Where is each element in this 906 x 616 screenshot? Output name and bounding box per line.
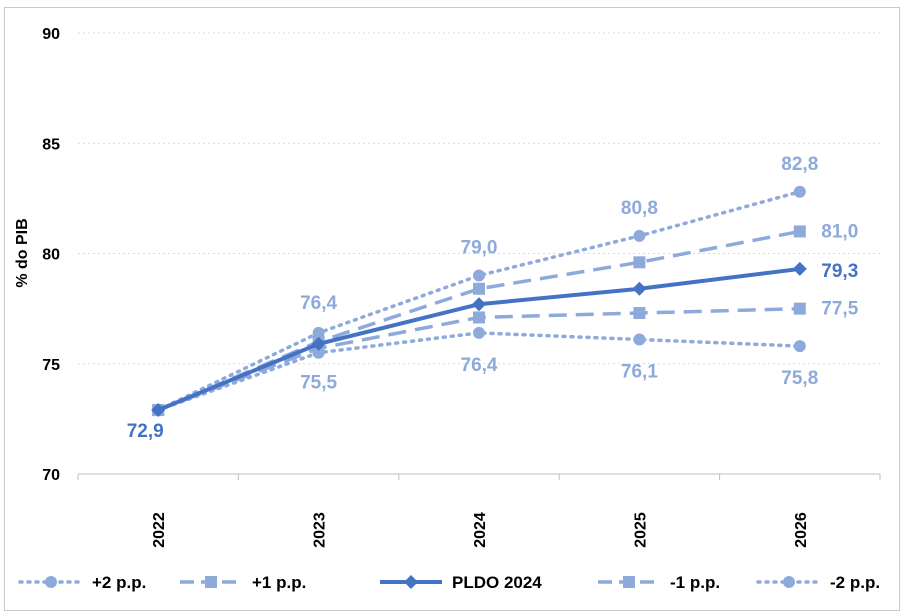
legend-marker	[404, 575, 418, 589]
y-tick-label: 75	[42, 357, 60, 374]
series-line-2-p-p	[156, 190, 802, 412]
x-tick-label: 2024	[472, 512, 489, 548]
legend-marker	[205, 576, 217, 588]
y-tick-label: 85	[42, 136, 60, 153]
series-point-2-p-p	[473, 269, 485, 282]
x-tick-label: 2023	[312, 512, 329, 548]
legend-label: -2 p.p.	[830, 573, 880, 592]
y-axis-label: % do PIB	[14, 218, 31, 287]
data-label: 77,5	[821, 299, 858, 320]
legend-marker	[623, 576, 635, 588]
series-point-1-p-p	[473, 311, 485, 324]
y-tick-label: 70	[42, 467, 60, 484]
series-point-pldo-2024	[632, 281, 647, 296]
legend-marker	[45, 576, 57, 588]
legend-marker	[783, 576, 795, 588]
series-point-2-p-p	[633, 229, 646, 242]
data-label: 80,8	[621, 198, 658, 219]
series-point-1-p-p	[793, 225, 806, 238]
legend-label: +2 p.p.	[92, 573, 146, 592]
data-label: 82,8	[781, 154, 818, 175]
series-point-1-p-p	[633, 256, 646, 269]
legend-label: PLDO 2024	[452, 573, 542, 592]
data-label: 76,1	[621, 361, 658, 382]
y-tick-label: 90	[42, 26, 60, 43]
data-label: 79,3	[821, 261, 858, 282]
series-point-1-p-p	[473, 282, 485, 295]
series-point-2-p-p	[793, 340, 806, 353]
series-line-2-p-p	[156, 331, 802, 412]
data-label: 75,5	[300, 373, 337, 394]
x-tick-label: 2026	[793, 512, 810, 548]
data-label: 81,0	[821, 221, 858, 242]
legend-label: -1 p.p.	[670, 573, 720, 592]
series-point-1-p-p	[793, 302, 806, 315]
data-label: 75,8	[781, 368, 818, 389]
series-point-2-p-p	[473, 326, 485, 339]
legend-label: +1 p.p.	[252, 573, 306, 592]
series-point-2-p-p	[793, 185, 806, 198]
series-point-pldo-2024	[151, 403, 166, 418]
data-label: 79,0	[461, 238, 498, 259]
series-point-2-p-p	[633, 333, 646, 346]
x-tick-label: 2022	[151, 512, 168, 548]
data-label: 76,4	[461, 355, 498, 376]
series-point-pldo-2024	[792, 261, 807, 276]
series-point-1-p-p	[633, 307, 646, 320]
y-tick-label: 80	[42, 247, 60, 264]
data-label: 72,9	[127, 421, 164, 442]
data-label: 76,4	[300, 293, 337, 314]
series-point-pldo-2024	[472, 297, 486, 312]
x-tick-label: 2025	[632, 512, 649, 548]
series-point-pldo-2024	[311, 336, 326, 351]
